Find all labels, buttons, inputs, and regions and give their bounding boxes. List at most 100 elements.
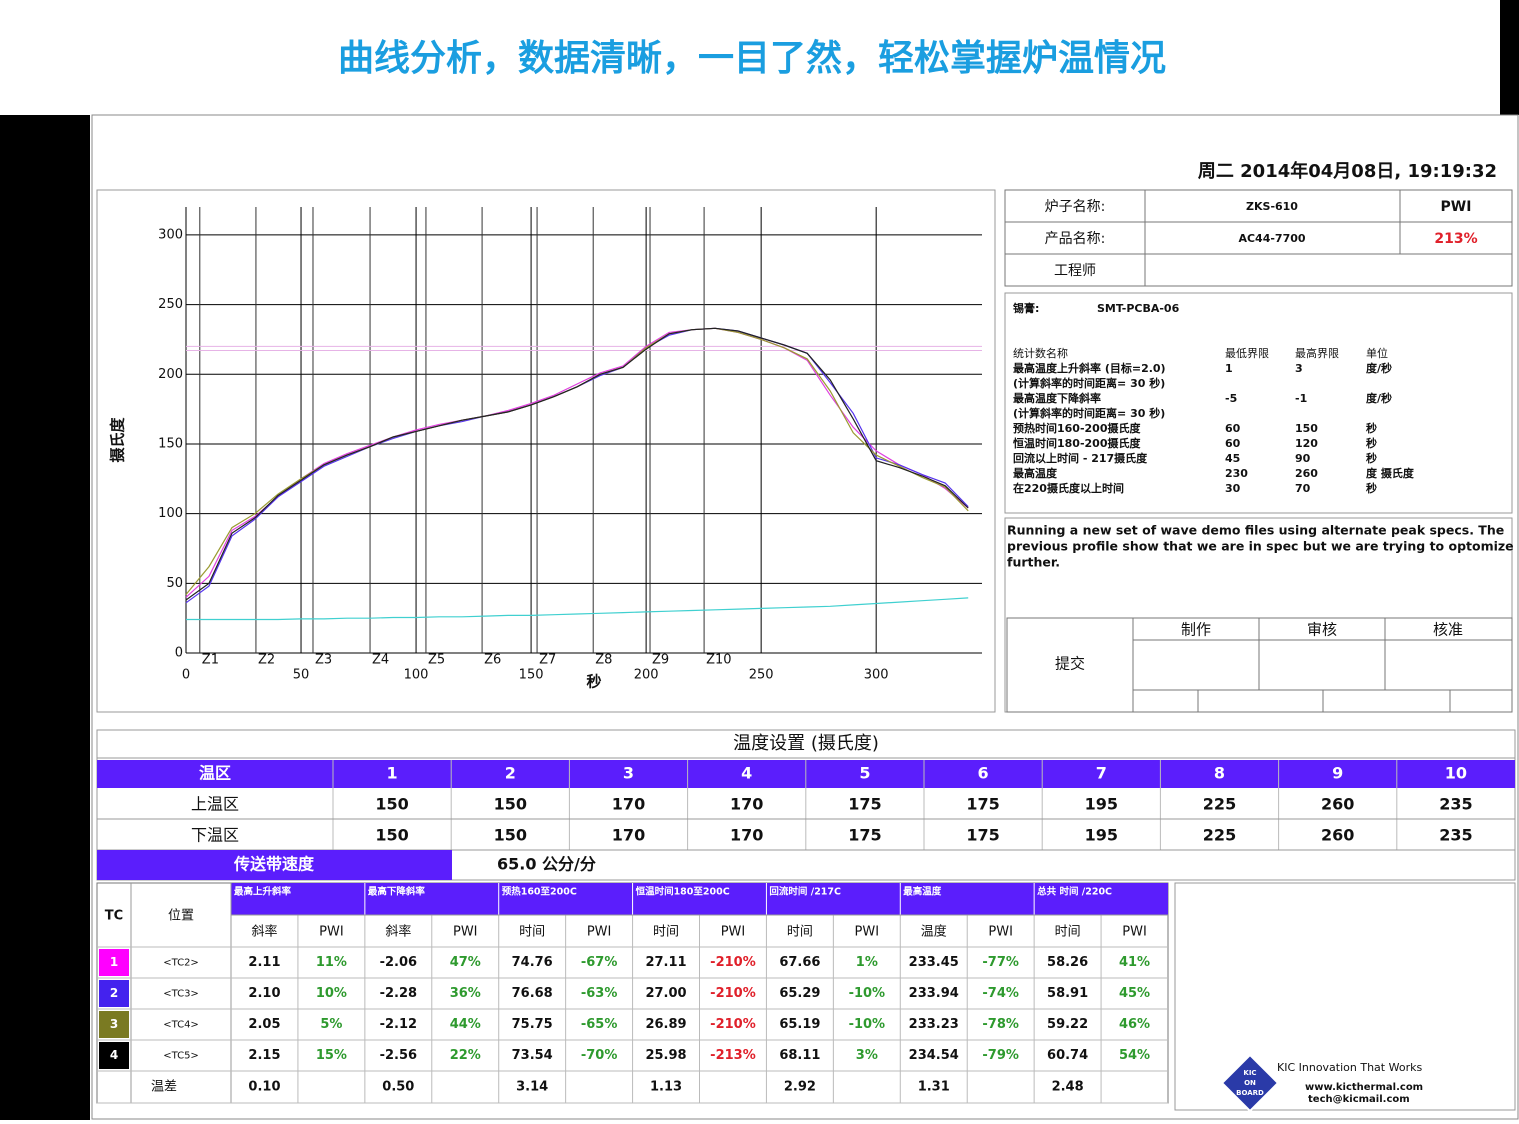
tc-cell: -63%: [581, 986, 618, 1001]
zone-cell: 235: [1439, 795, 1472, 814]
tc-subheader: PWI: [855, 925, 880, 940]
spec-cell: 230: [1225, 467, 1248, 480]
y-tick-label: 150: [158, 436, 183, 451]
tc-cell: 2.11: [248, 955, 280, 970]
tc-cell: 2.15: [248, 1048, 280, 1063]
tc-cell: 45%: [1119, 986, 1150, 1001]
tc-cell: -79%: [982, 1048, 1019, 1063]
tc-subheader: 斜率: [251, 924, 277, 940]
report-date: 周二 2014年04月08日, 19:19:32: [1198, 160, 1497, 182]
tc-diff-cell: 0.10: [248, 1080, 280, 1095]
zone-cell: 260: [1321, 826, 1354, 845]
zone-label: Z1: [202, 653, 219, 668]
zone-header: 2: [505, 764, 516, 783]
spec-cell: 恒温时间180-200摄氏度: [1013, 436, 1141, 450]
logo-badge: [1220, 1053, 1280, 1113]
tc-cell: -65%: [581, 1017, 618, 1032]
x-tick-label: 250: [749, 668, 774, 683]
tc-cell: 234.54: [909, 1048, 959, 1063]
tc-cell: 22%: [450, 1048, 481, 1063]
tc-cell: 73.54: [512, 1048, 553, 1063]
spec-cell: -1: [1295, 392, 1307, 405]
tc-cell: 58.91: [1047, 986, 1088, 1001]
tc-color-swatch: [99, 1011, 129, 1038]
y-tick-label: 200: [158, 367, 183, 382]
logo-badge-text: KIC: [1243, 1069, 1256, 1077]
tc-group-header: 回流时间 /217C: [769, 886, 841, 898]
tc-cell: 233.94: [909, 986, 959, 1001]
conveyor-value: 65.0 公分/分: [497, 855, 596, 874]
y-tick-label: 0: [175, 646, 183, 661]
tc-position: <TC2>: [163, 958, 199, 969]
approval-header: 核准: [1433, 621, 1463, 639]
spec-header: 最高界限: [1295, 346, 1339, 360]
y-tick-label: 50: [166, 576, 183, 591]
spec-header: 最低界限: [1225, 347, 1269, 360]
tc-cell: 60.74: [1047, 1048, 1088, 1063]
zone-label: Z2: [258, 653, 275, 668]
spec-cell: (计算斜率的时间距离= 30 秒): [1013, 376, 1165, 390]
spec-box: [1004, 292, 1513, 514]
x-tick-label: 0: [182, 668, 190, 683]
tc-cell: 3%: [856, 1048, 878, 1063]
tc-subheader: 时间: [519, 925, 545, 940]
tc-group-header: 最高温度: [903, 886, 942, 898]
info-cell: 产品名称:: [1045, 231, 1106, 247]
zone-header: 6: [978, 764, 989, 783]
tc-cell: 15%: [316, 1048, 347, 1063]
tc-subheader: 温度: [921, 924, 947, 940]
tc-cell: 68.11: [779, 1048, 820, 1063]
tc-number: 1: [110, 955, 118, 969]
note-line: further.: [1007, 555, 1060, 570]
chart-box: [96, 189, 996, 713]
logo-badge-text: ON: [1244, 1079, 1256, 1087]
spec-cell: 45: [1225, 452, 1240, 465]
spec-cell: 秒: [1366, 481, 1377, 495]
spec-cell: 60: [1225, 437, 1241, 450]
logo-tagline: KIC Innovation That Works: [1277, 1061, 1422, 1074]
info-cell: ZKS-610: [1246, 200, 1298, 213]
spec-cell: 60: [1225, 422, 1241, 435]
tc-cell: 59.22: [1047, 1017, 1088, 1032]
tc-cell: 67.66: [779, 955, 820, 970]
spec-cell: 30: [1225, 482, 1241, 495]
spec-cell: 秒: [1366, 421, 1377, 435]
tc-cell: 36%: [450, 986, 481, 1001]
zone-cell: 235: [1439, 826, 1472, 845]
tc-position: <TC5>: [163, 1051, 199, 1062]
tc-cell: 41%: [1119, 955, 1150, 970]
spec-cell: 120: [1295, 437, 1318, 450]
zone-cell: 上温区: [191, 795, 239, 814]
tc-color-swatch: [99, 1042, 129, 1069]
tc-subheader: PWI: [453, 925, 478, 940]
tc-cell: 54%: [1119, 1048, 1150, 1063]
tc-cell: -2.12: [380, 1017, 417, 1032]
zone-header: 温区: [198, 764, 231, 783]
tc-diff-cell: 2.92: [784, 1080, 816, 1095]
zone-table-box: [96, 729, 1516, 881]
x-tick-label: 100: [404, 668, 429, 683]
spec-cell: 度/秒: [1366, 391, 1392, 405]
x-axis-label: 秒: [586, 673, 601, 691]
tc-cell: 1%: [856, 955, 878, 970]
zone-label: Z10: [706, 653, 731, 668]
zone-cell: 150: [375, 826, 408, 845]
tc-diff-cell: 0.50: [382, 1080, 414, 1095]
tc-cell: 5%: [320, 1017, 342, 1032]
info-cell: 213%: [1434, 231, 1477, 247]
tc-header: 位置: [168, 909, 194, 924]
tc-subheader: 时间: [653, 925, 679, 940]
tc-cell: -210%: [710, 986, 756, 1001]
tc-diff-cell: 1.31: [918, 1080, 950, 1095]
approval-label: 提交: [1055, 655, 1085, 673]
tc-subheader: PWI: [587, 925, 612, 940]
series-line: [185, 327, 969, 601]
zone-cell: 175: [966, 795, 999, 814]
info-cell: AC44-7700: [1238, 232, 1305, 245]
zone-cell: 150: [375, 795, 408, 814]
spec-cell: 度/秒: [1366, 361, 1392, 375]
tc-cell: 47%: [450, 955, 481, 970]
zone-cell: 175: [848, 826, 881, 845]
